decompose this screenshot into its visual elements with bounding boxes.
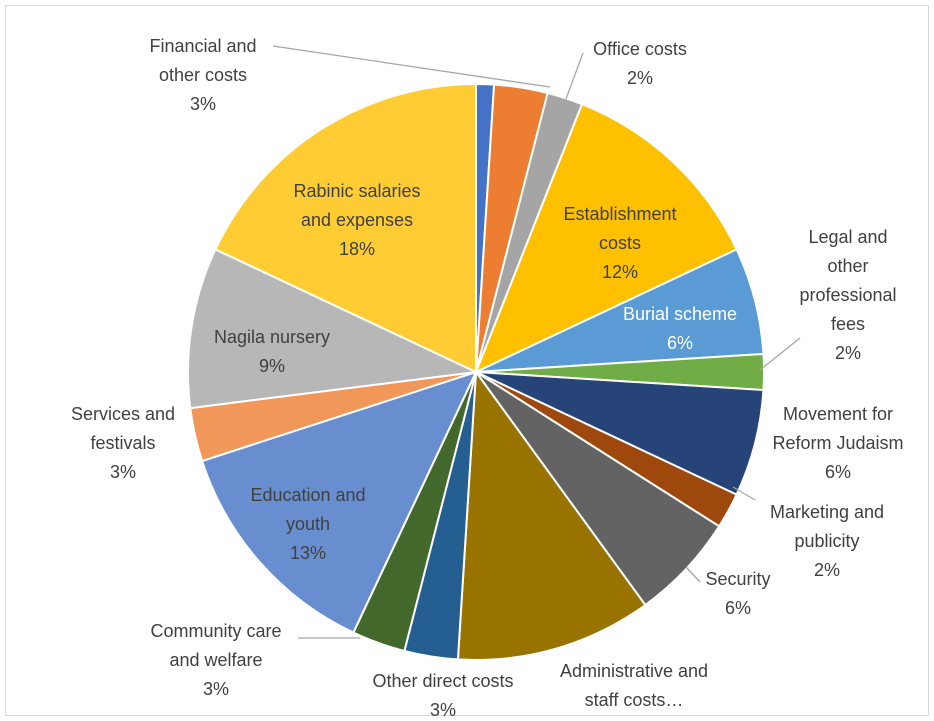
- slice-label-line: 6%: [825, 462, 851, 482]
- slice-label-line: 2%: [627, 68, 653, 88]
- slice-label-line: Administrative and: [560, 661, 708, 681]
- slice-label-line: Marketing and: [770, 502, 884, 522]
- slice-label-financial: Financial and other costs 3%: [149, 36, 256, 114]
- slice-label-line: Other direct costs: [372, 671, 513, 691]
- slice-label-burial: Burial scheme 6%: [623, 304, 737, 353]
- slice-label-community: Community care and welfare 3%: [150, 621, 281, 699]
- pie-slice-establishment: [474, 102, 738, 374]
- slice-label-line: Services and: [71, 404, 175, 424]
- slice-label-line: 9%: [259, 356, 285, 376]
- pie-slice-nagila: [187, 248, 480, 410]
- slice-label-line: Education and: [250, 485, 365, 505]
- pie-slice-rabinic: [214, 82, 477, 374]
- slice-label-line: Establishment: [563, 204, 676, 224]
- slice-label-line: 2%: [814, 560, 840, 580]
- slice-label-line: professional: [799, 285, 896, 305]
- slice-label-line: 13%: [290, 543, 326, 563]
- leader-line-security: [685, 566, 701, 583]
- slice-label-line: Security: [705, 569, 770, 589]
- slice-label-line: Financial and: [149, 36, 256, 56]
- slice-label-line: 3%: [430, 700, 456, 720]
- slice-label-line: fees: [831, 314, 865, 334]
- slice-label-line: 18%: [339, 239, 375, 259]
- slice-label-line: 3%: [110, 462, 136, 482]
- slice-label-line: Legal and: [808, 227, 887, 247]
- slice-label-line: Office costs: [593, 39, 687, 59]
- slice-label-legal: Legal and other professional fees 2%: [799, 227, 896, 363]
- leader-line-marketing: [732, 486, 756, 501]
- slice-label-line: other: [827, 256, 868, 276]
- slice-label-line: Reform Judaism: [772, 433, 903, 453]
- slice-label-marketing: Marketing and publicity 2%: [770, 502, 884, 580]
- leader-lines: [272, 45, 801, 639]
- slice-label-education: Education and youth 13%: [250, 485, 365, 563]
- slice-label-line: Community care: [150, 621, 281, 641]
- pie-slices: [187, 82, 766, 661]
- slice-label-line: costs: [599, 233, 641, 253]
- slice-label-line: 3%: [203, 679, 229, 699]
- leader-line-legal: [759, 337, 801, 371]
- leader-line-office: [565, 52, 584, 100]
- slice-label-line: and expenses: [301, 210, 413, 230]
- slice-label-line: festivals: [90, 433, 155, 453]
- slice-label-line: Movement for: [783, 404, 893, 424]
- slice-label-line: 6%: [667, 333, 693, 353]
- slice-label-line: publicity: [794, 531, 859, 551]
- pie-slice-education: [200, 370, 478, 634]
- slice-label-line: staff costs…: [585, 690, 684, 710]
- slice-label-rabinic: Rabinic salaries and expenses 18%: [293, 181, 420, 259]
- slice-label-establishment: Establishment costs 12%: [563, 204, 676, 282]
- slice-label-line: 2%: [835, 343, 861, 363]
- slice-label-line: Rabinic salaries: [293, 181, 420, 201]
- slice-label-movement: Movement for Reform Judaism 6%: [772, 404, 903, 482]
- slice-labels: Financial and other costs 3% Office costs 2%…: [71, 36, 904, 720]
- slice-label-other-direct: Other direct costs 3%: [372, 671, 513, 720]
- leader-line-financial: [272, 45, 551, 88]
- slice-label-office: Office costs 2%: [593, 39, 687, 88]
- slice-label-security: Security 6%: [705, 569, 770, 618]
- slice-label-line: youth: [286, 514, 330, 534]
- slice-label-line: Nagila nursery: [214, 327, 330, 347]
- slice-label-line: other costs: [159, 65, 247, 85]
- slice-label-line: 12%: [602, 262, 638, 282]
- slice-label-services: Services and festivals 3%: [71, 404, 175, 482]
- slice-label-nagila: Nagila nursery 9%: [214, 327, 330, 376]
- slice-label-administrative: Administrative and staff costs…: [560, 661, 708, 710]
- slice-label-line: 6%: [725, 598, 751, 618]
- slice-label-line: Burial scheme: [623, 304, 737, 324]
- pie-slice-administrative: [456, 369, 647, 661]
- slice-label-line: 3%: [190, 94, 216, 114]
- slice-label-line: and welfare: [169, 650, 262, 670]
